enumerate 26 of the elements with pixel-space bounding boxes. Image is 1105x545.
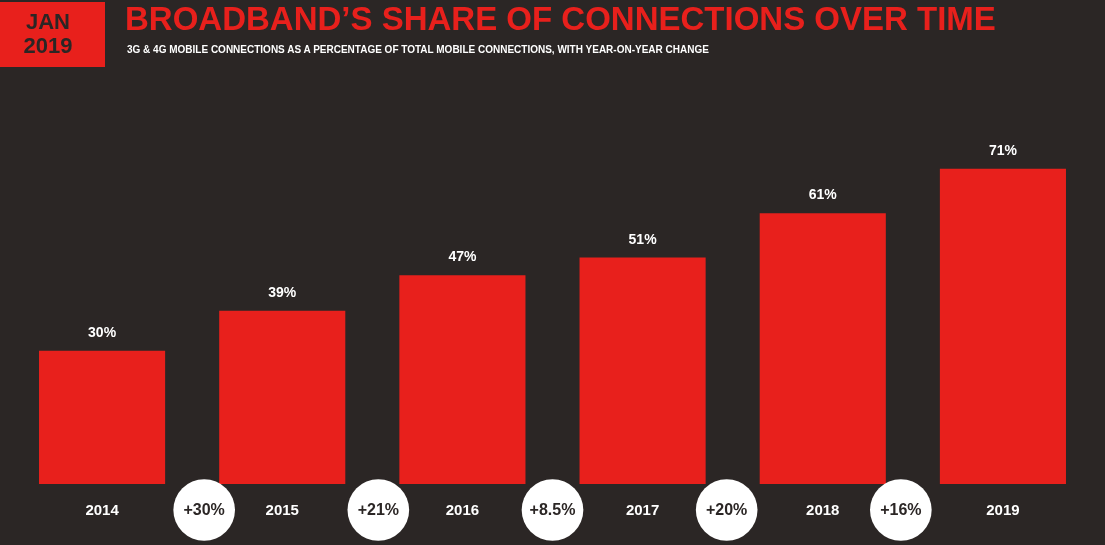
x-tick-label: 2018 bbox=[806, 500, 840, 518]
x-tick-label: 2014 bbox=[85, 500, 120, 518]
bar bbox=[759, 213, 886, 484]
bar bbox=[219, 310, 346, 484]
bar bbox=[39, 350, 166, 484]
bar bbox=[939, 168, 1066, 484]
data-label: 51% bbox=[628, 230, 658, 247]
x-tick-label: 2016 bbox=[445, 500, 480, 518]
data-label: 30% bbox=[88, 323, 117, 340]
text: +30% bbox=[183, 501, 225, 518]
text: +8.5% bbox=[529, 501, 576, 518]
data-label: 39% bbox=[268, 283, 297, 300]
text: +21% bbox=[357, 501, 400, 518]
text: +20% bbox=[705, 501, 748, 518]
data-label: 47% bbox=[448, 248, 477, 265]
data-label: 61% bbox=[808, 186, 838, 203]
bar bbox=[579, 257, 706, 484]
text: JAN 2019 bbox=[23, 9, 73, 58]
chart-title: BROADBAND’S SHARE OF CONNECTIONS OVER TIME bbox=[125, 0, 996, 37]
bar bbox=[399, 275, 526, 484]
data-label: 71% bbox=[988, 141, 1018, 158]
x-tick-label: 2019 bbox=[986, 500, 1020, 518]
x-tick-label: 2015 bbox=[265, 500, 299, 518]
x-tick-label: 2017 bbox=[625, 500, 660, 518]
chart-subtitle: 3G & 4G MOBILE CONNECTIONS AS A PERCENTAGE OF TOTAL MOBILE CONNECTIONS, WITH YEAR-ON-YEAR CHANGE bbox=[127, 44, 710, 55]
text: +16% bbox=[880, 501, 922, 518]
